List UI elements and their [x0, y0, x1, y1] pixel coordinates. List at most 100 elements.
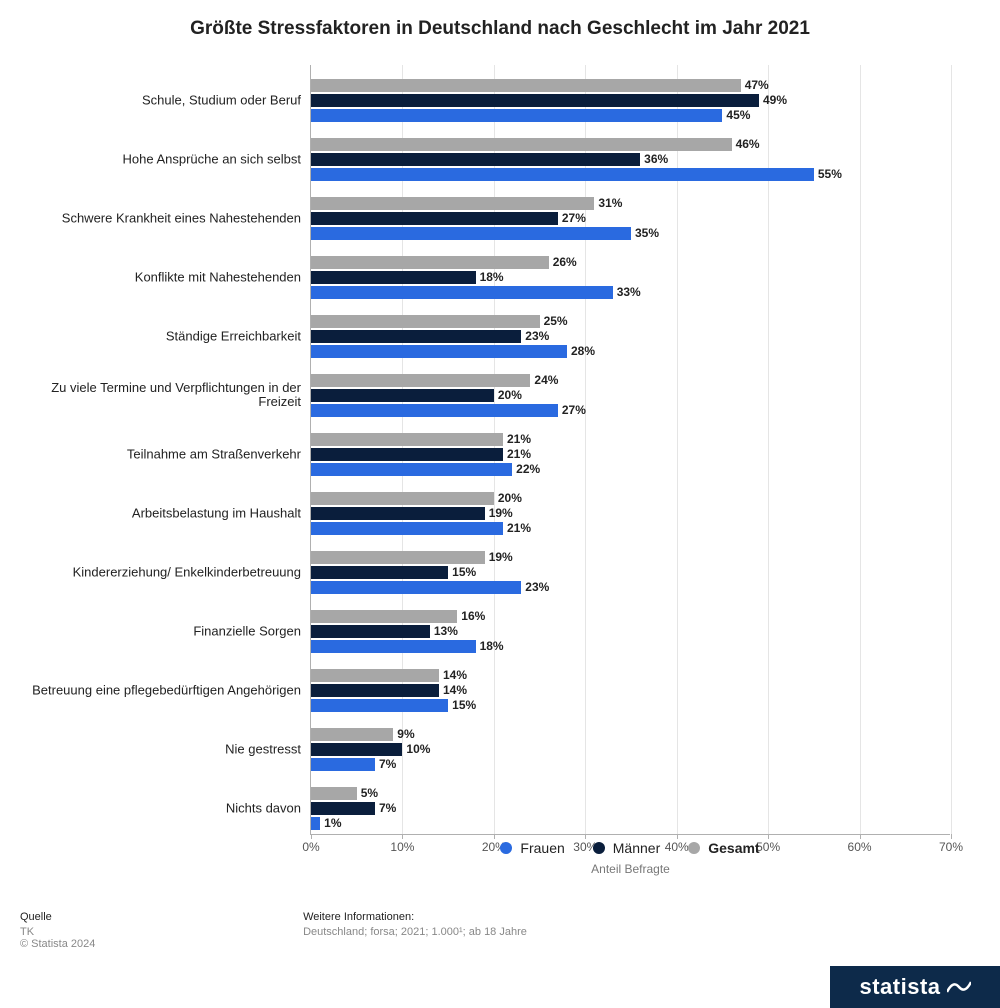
gridline: [951, 65, 952, 834]
bar-gesamt: 9%: [311, 728, 393, 741]
bar-maenner: 7%: [311, 802, 375, 815]
bar-maenner: 49%: [311, 94, 759, 107]
footer: Quelle TK © Statista 2024 Weitere Inform…: [20, 911, 980, 950]
bar-value-label: 14%: [439, 684, 467, 697]
bar-value-label: 7%: [375, 802, 396, 815]
category-group: Nie gestresst9%10%7%: [311, 728, 950, 771]
bar-frauen: 55%: [311, 168, 814, 181]
category-group: Zu viele Termine und Verpflichtungen in …: [311, 374, 950, 417]
bar-value-label: 20%: [494, 492, 522, 505]
source-line-1: TK: [20, 926, 300, 938]
bar-value-label: 9%: [393, 728, 414, 741]
bar-value-label: 20%: [494, 389, 522, 402]
source-header: Quelle: [20, 911, 300, 923]
legend-dot: [500, 842, 512, 854]
legend-item-frauen: Frauen: [500, 840, 564, 856]
xtick-mark: [311, 834, 312, 839]
category-label: Nie gestresst: [11, 742, 311, 757]
bar-value-label: 15%: [448, 699, 476, 712]
bar-value-label: 21%: [503, 433, 531, 446]
legend-label: Männer: [613, 840, 660, 856]
source-block: Quelle TK © Statista 2024: [20, 911, 300, 950]
legend: Frauen Männer Gesamt: [310, 840, 950, 857]
bar-maenner: 21%: [311, 448, 503, 461]
bar-maenner: 13%: [311, 625, 430, 638]
bar-value-label: 33%: [613, 286, 641, 299]
bar-value-label: 49%: [759, 94, 787, 107]
category-group: Kindererziehung/ Enkelkinderbetreuung19%…: [311, 551, 950, 594]
plot-region: Anteil Befragte 0%10%20%30%40%50%60%70%S…: [310, 65, 950, 835]
bar-value-label: 55%: [814, 168, 842, 181]
bar-value-label: 23%: [521, 330, 549, 343]
category-label: Hohe Ansprüche an sich selbst: [11, 152, 311, 167]
bar-value-label: 47%: [741, 79, 769, 92]
chart-title: Größte Stressfaktoren in Deutschland nac…: [0, 0, 1000, 50]
bar-frauen: 35%: [311, 227, 631, 240]
category-label: Finanzielle Sorgen: [11, 624, 311, 639]
bar-frauen: 23%: [311, 581, 521, 594]
legend-item-maenner: Männer: [593, 840, 660, 856]
bar-value-label: 27%: [558, 212, 586, 225]
bar-frauen: 1%: [311, 817, 320, 830]
category-group: Hohe Ansprüche an sich selbst46%36%55%: [311, 138, 950, 181]
bar-value-label: 26%: [549, 256, 577, 269]
category-label: Konflikte mit Nahestehenden: [11, 270, 311, 285]
legend-label: Frauen: [520, 840, 564, 856]
bar-value-label: 18%: [476, 640, 504, 653]
x-axis-label: Anteil Befragte: [591, 862, 670, 876]
bar-gesamt: 25%: [311, 315, 540, 328]
xtick-mark: [768, 834, 769, 839]
category-label: Zu viele Termine und Verpflichtungen in …: [11, 381, 311, 411]
category-label: Nichts davon: [11, 801, 311, 816]
category-label: Teilnahme am Straßenverkehr: [11, 447, 311, 462]
bar-maenner: 23%: [311, 330, 521, 343]
bar-value-label: 23%: [521, 581, 549, 594]
statista-badge: statista: [830, 966, 1000, 1008]
statista-label: statista: [859, 974, 940, 1000]
xtick-mark: [860, 834, 861, 839]
xtick-mark: [585, 834, 586, 839]
bar-gesamt: 24%: [311, 374, 530, 387]
category-label: Betreuung eine pflegebedürftigen Angehör…: [11, 683, 311, 698]
bar-value-label: 27%: [558, 404, 586, 417]
bar-frauen: 45%: [311, 109, 722, 122]
bar-maenner: 14%: [311, 684, 439, 697]
bar-gesamt: 26%: [311, 256, 549, 269]
xtick-mark: [402, 834, 403, 839]
bar-maenner: 15%: [311, 566, 448, 579]
bar-frauen: 15%: [311, 699, 448, 712]
statista-wave-icon: [947, 978, 971, 996]
bar-value-label: 1%: [320, 817, 341, 830]
xtick-mark: [677, 834, 678, 839]
bar-gesamt: 46%: [311, 138, 732, 151]
bar-value-label: 18%: [476, 271, 504, 284]
bar-value-label: 21%: [503, 522, 531, 535]
legend-dot: [688, 842, 700, 854]
bar-maenner: 18%: [311, 271, 476, 284]
category-label: Ständige Erreichbarkeit: [11, 329, 311, 344]
bar-maenner: 36%: [311, 153, 640, 166]
legend-dot: [593, 842, 605, 854]
bar-frauen: 27%: [311, 404, 558, 417]
bar-value-label: 14%: [439, 669, 467, 682]
category-group: Konflikte mit Nahestehenden26%18%33%: [311, 256, 950, 299]
legend-item-gesamt: Gesamt: [688, 840, 759, 856]
source-line-2: © Statista 2024: [20, 938, 300, 950]
category-label: Schule, Studium oder Beruf: [11, 93, 311, 108]
bar-gesamt: 5%: [311, 787, 357, 800]
info-header: Weitere Informationen:: [303, 911, 803, 923]
bar-value-label: 36%: [640, 153, 668, 166]
bar-gesamt: 47%: [311, 79, 741, 92]
bar-value-label: 19%: [485, 551, 513, 564]
category-label: Schwere Krankheit eines Nahestehenden: [11, 211, 311, 226]
bar-value-label: 28%: [567, 345, 595, 358]
bar-value-label: 22%: [512, 463, 540, 476]
bar-gesamt: 20%: [311, 492, 494, 505]
category-label: Kindererziehung/ Enkelkinderbetreuung: [11, 565, 311, 580]
category-group: Ständige Erreichbarkeit25%23%28%: [311, 315, 950, 358]
bar-value-label: 31%: [594, 197, 622, 210]
bar-frauen: 7%: [311, 758, 375, 771]
bar-value-label: 13%: [430, 625, 458, 638]
category-label: Arbeitsbelastung im Haushalt: [11, 506, 311, 521]
info-block: Weitere Informationen: Deutschland; fors…: [303, 911, 803, 938]
